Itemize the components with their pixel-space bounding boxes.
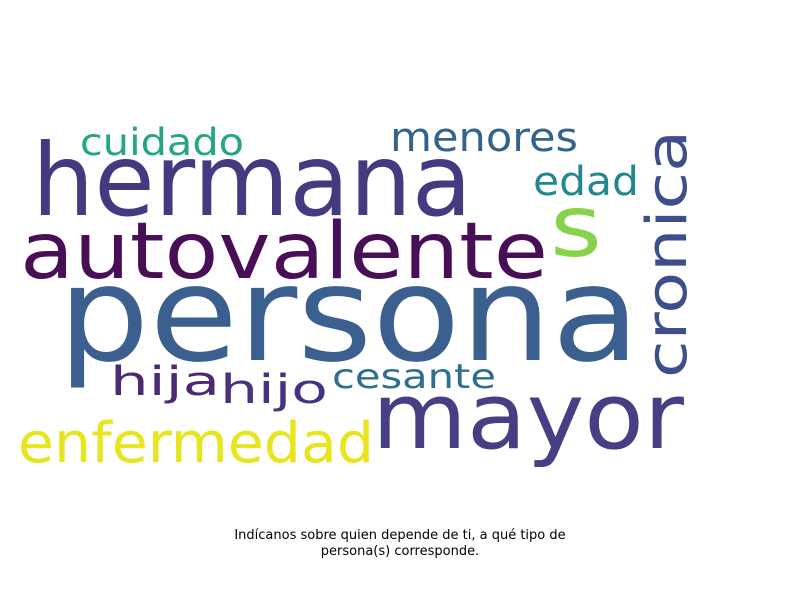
word-edad: edad	[533, 159, 639, 205]
word-menores: menores	[390, 115, 578, 161]
word-hermana: hermana	[32, 122, 472, 239]
word-persona: persona	[58, 238, 640, 392]
word-hija: hija	[110, 359, 220, 405]
word-cronica: cronica	[635, 130, 700, 378]
word-mayor: mayor	[372, 363, 684, 470]
word-s: s	[550, 177, 602, 277]
caption-line-1: Indícanos sobre quien depende de ti, a q…	[234, 528, 566, 543]
word-enfermedad: enfermedad	[18, 411, 374, 476]
word-autovalente: autovalente	[20, 207, 548, 297]
word-cuidado: cuidado	[80, 121, 244, 164]
word-cesante: cesante	[332, 357, 496, 397]
word-cloud: persona hermana mayor autovalente cronic…	[18, 115, 700, 476]
word-hijo: hijo	[220, 367, 328, 413]
figure-caption: Indícanos sobre quien depende de ti, a q…	[150, 528, 650, 560]
caption-line-2: persona(s) corresponde.	[320, 544, 480, 559]
